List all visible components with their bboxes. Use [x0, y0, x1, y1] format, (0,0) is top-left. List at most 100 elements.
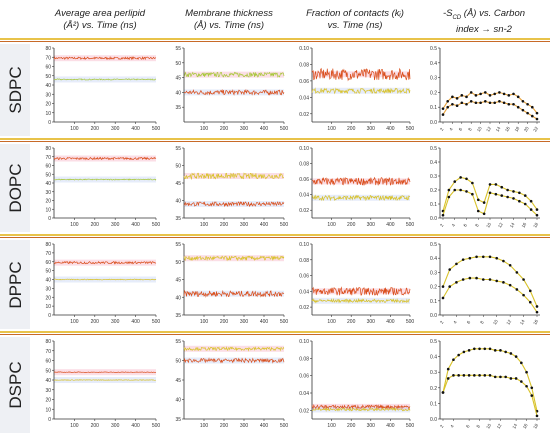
y-tick-label: 0.2: [430, 188, 437, 194]
data-point: [502, 281, 505, 284]
data-point: [498, 99, 501, 103]
header-contacts-line2: vs. Time (ns): [327, 20, 383, 31]
x-tick-label: 200: [220, 126, 229, 132]
data-point: [535, 414, 539, 418]
y-tick-label: 0.0: [430, 120, 437, 126]
x-tick-label: 100: [327, 222, 336, 228]
chart-dppc-area: 0 10 20 30 40 50 60 70 80 100 200 300 400 500: [45, 242, 160, 325]
x-tick-label: 100: [200, 222, 209, 228]
data-point: [482, 201, 486, 204]
data-point: [521, 108, 525, 112]
header-area: Average area perlipid (Å²) vs. Time (ns): [36, 8, 164, 32]
data-point: [498, 91, 501, 94]
y-tick-label: 0.10: [299, 46, 309, 52]
data-point: [476, 198, 480, 202]
x-tick-label: 300: [111, 423, 120, 429]
data-point: [446, 105, 449, 109]
series-line: [311, 297, 411, 304]
data-point: [522, 278, 525, 281]
x-tick-label: 200: [220, 423, 229, 429]
y-tick-label: 0.2: [430, 386, 437, 392]
y-tick-label: 45: [175, 378, 181, 384]
series-line: [442, 374, 538, 417]
x-tick-label: 300: [111, 319, 120, 325]
y-tick-label: 0.0: [430, 313, 437, 319]
x-tick-label: 100: [327, 423, 336, 429]
y-tick-label: 35: [175, 105, 181, 111]
separator-2: [0, 234, 550, 236]
row-bg-dspc: [0, 337, 30, 433]
data-point: [535, 213, 539, 217]
data-point: [499, 349, 502, 352]
x-tick-label: 4: [452, 319, 458, 324]
header-scd-suffix: (Å) vs. Carbon: [461, 8, 526, 19]
y-tick-label: 0.06: [299, 177, 309, 183]
data-point: [473, 347, 476, 351]
series-line: [53, 379, 156, 381]
data-point: [504, 375, 507, 379]
x-tick-label: 300: [367, 319, 376, 325]
x-tick-label: 10: [492, 318, 499, 325]
data-point: [500, 185, 504, 189]
series-line: [183, 88, 285, 96]
data-point: [475, 255, 478, 259]
data-point: [502, 259, 505, 263]
data-point: [460, 94, 464, 97]
series-line: [311, 87, 411, 95]
x-tick-label: 500: [406, 126, 415, 132]
x-tick-label: 12: [485, 125, 492, 132]
data-point: [484, 91, 487, 94]
row-label-dopc: DOPC: [6, 163, 25, 213]
x-tick-label: 10: [485, 422, 492, 429]
y-tick-label: 45: [175, 76, 181, 82]
chart-sdpc-contacts: 0.02 0.04 0.06 0.08 0.10 100 200 300 400 500: [299, 46, 415, 132]
header-thickness-line2: (Å) vs. Time (ns): [193, 20, 265, 31]
chart-dppc-scd: 0.0 0.1 0.2 0.3 0.4 0.5 2 4 6 8 10 12 14 16: [430, 242, 540, 326]
y-tick-label: 0.06: [299, 274, 309, 280]
x-tick-label: 300: [240, 126, 249, 132]
x-tick-label: 500: [280, 222, 289, 228]
x-tick-label: 400: [386, 319, 395, 325]
x-tick-label: 14: [509, 221, 516, 228]
data-point: [535, 111, 539, 115]
series-line: [53, 156, 157, 161]
data-point: [482, 212, 486, 216]
data-point: [512, 92, 515, 96]
series-line: [183, 201, 285, 208]
data-point: [441, 296, 445, 300]
y-tick-label: 0.02: [299, 408, 309, 414]
series-line: [183, 346, 285, 352]
y-tick-label: 0.06: [299, 79, 309, 85]
x-tick-label: 10: [476, 125, 483, 132]
y-tick-label: 40: [45, 181, 51, 187]
separator-top-dark: [0, 41, 550, 42]
data-point: [460, 101, 464, 105]
y-tick-label: 60: [45, 359, 51, 365]
series-line: [311, 194, 411, 202]
x-tick-label: 6: [462, 222, 468, 227]
data-point: [461, 258, 465, 261]
y-tick-label: 0.06: [299, 374, 309, 380]
header-scd-line1: -SCD (Å) vs. Carbon: [420, 8, 548, 24]
x-tick-label: 2: [439, 319, 445, 324]
x-tick-label: 22: [532, 125, 539, 132]
x-tick-label: 6: [465, 423, 471, 428]
data-point: [467, 349, 471, 352]
x-tick-label: 12: [497, 221, 504, 228]
x-tick-label: 200: [220, 319, 229, 325]
y-tick-label: 0.08: [299, 356, 309, 362]
x-tick-label: 100: [70, 423, 79, 429]
y-tick-label: 0.3: [430, 76, 437, 82]
data-point: [453, 188, 457, 192]
x-tick-label: 400: [260, 423, 269, 429]
x-tick-label: 4: [449, 423, 455, 428]
x-tick-label: 400: [386, 222, 395, 228]
separator-2-dark: [0, 237, 550, 238]
y-tick-label: 0.1: [430, 105, 437, 111]
data-point: [522, 293, 525, 297]
header-thickness: Membrane thickness (Å) vs. Time (ns): [166, 8, 292, 32]
y-tick-label: 0.4: [430, 61, 437, 67]
y-tick-label: 60: [45, 164, 51, 170]
y-tick-label: 35: [175, 216, 181, 222]
data-point: [451, 95, 454, 99]
